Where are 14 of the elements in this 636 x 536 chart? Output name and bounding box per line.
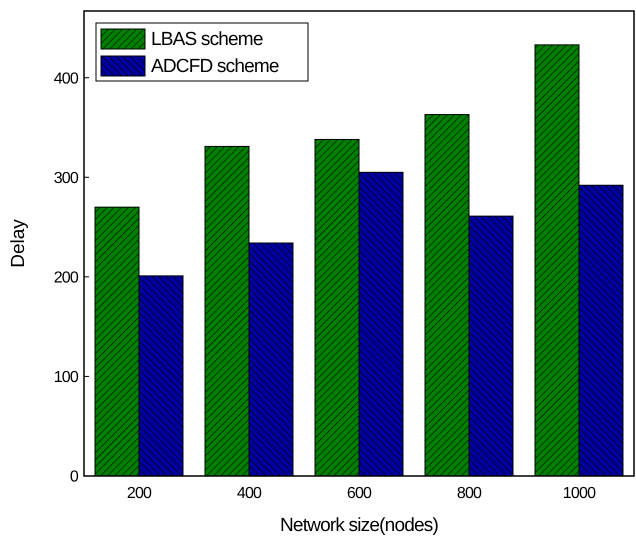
x-tick-label: 200	[126, 485, 152, 502]
x-tick-label: 600	[346, 485, 372, 502]
x-axis-title: Network size(nodes)	[280, 515, 438, 536]
x-tick-label: 400	[236, 485, 262, 502]
y-tick-label: 300	[54, 170, 79, 187]
y-tick-label: 100	[54, 369, 79, 386]
y-axis-title: Delay	[8, 218, 29, 268]
legend-label: ADCFD scheme	[151, 56, 279, 77]
y-tick-label: 400	[54, 70, 79, 88]
x-tick-label: 1000	[562, 485, 596, 502]
x-tick-label: 800	[456, 485, 482, 502]
y-tick-label: 0	[70, 468, 79, 486]
legend-label: LBAS scheme	[151, 29, 263, 50]
y-tick-label: 200	[54, 269, 79, 286]
